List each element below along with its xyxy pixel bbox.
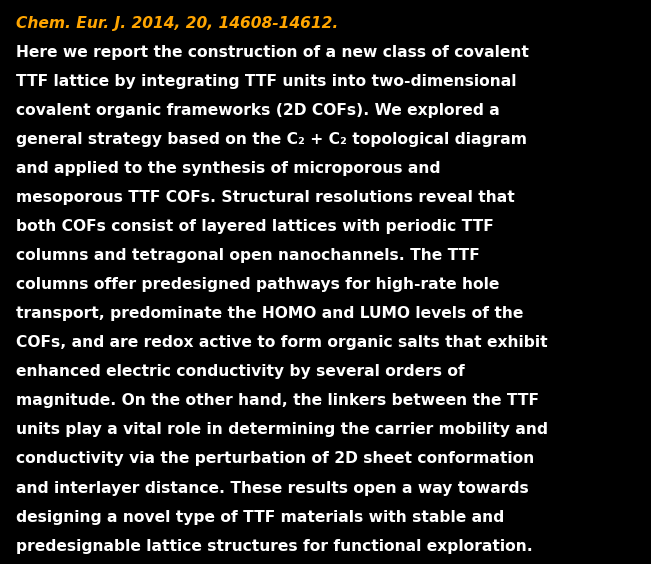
- Text: and interlayer distance. These results open a way towards: and interlayer distance. These results o…: [16, 481, 529, 496]
- Text: COFs, and are redox active to form organic salts that exhibit: COFs, and are redox active to form organ…: [16, 335, 548, 350]
- Text: designing a novel type of TTF materials with stable and: designing a novel type of TTF materials …: [16, 509, 505, 525]
- Text: magnitude. On the other hand, the linkers between the TTF: magnitude. On the other hand, the linker…: [16, 393, 539, 408]
- Text: both COFs consist of layered lattices with periodic TTF: both COFs consist of layered lattices wi…: [16, 219, 494, 234]
- Text: units play a vital role in determining the carrier mobility and: units play a vital role in determining t…: [16, 422, 548, 438]
- Text: mesoporous TTF COFs. Structural resolutions reveal that: mesoporous TTF COFs. Structural resoluti…: [16, 190, 515, 205]
- Text: conductivity via the perturbation of 2D sheet conformation: conductivity via the perturbation of 2D …: [16, 451, 534, 466]
- Text: TTF lattice by integrating TTF units into two-dimensional: TTF lattice by integrating TTF units int…: [16, 74, 517, 89]
- Text: predesignable lattice structures for functional exploration.: predesignable lattice structures for fun…: [16, 539, 533, 554]
- Text: transport, predominate the HOMO and LUMO levels of the: transport, predominate the HOMO and LUMO…: [16, 306, 523, 321]
- Text: Chem. Eur. J. 2014, 20, 14608-14612.: Chem. Eur. J. 2014, 20, 14608-14612.: [16, 16, 339, 31]
- Text: general strategy based on the C₂ + C₂ topological diagram: general strategy based on the C₂ + C₂ to…: [16, 132, 527, 147]
- Text: covalent organic frameworks (2D COFs). We explored a: covalent organic frameworks (2D COFs). W…: [16, 103, 500, 118]
- Text: columns and tetragonal open nanochannels. The TTF: columns and tetragonal open nanochannels…: [16, 248, 480, 263]
- Text: Here we report the construction of a new class of covalent: Here we report the construction of a new…: [16, 45, 529, 60]
- Text: columns offer predesigned pathways for high-rate hole: columns offer predesigned pathways for h…: [16, 277, 500, 292]
- Text: and applied to the synthesis of microporous and: and applied to the synthesis of micropor…: [16, 161, 441, 176]
- Text: enhanced electric conductivity by several orders of: enhanced electric conductivity by severa…: [16, 364, 465, 380]
